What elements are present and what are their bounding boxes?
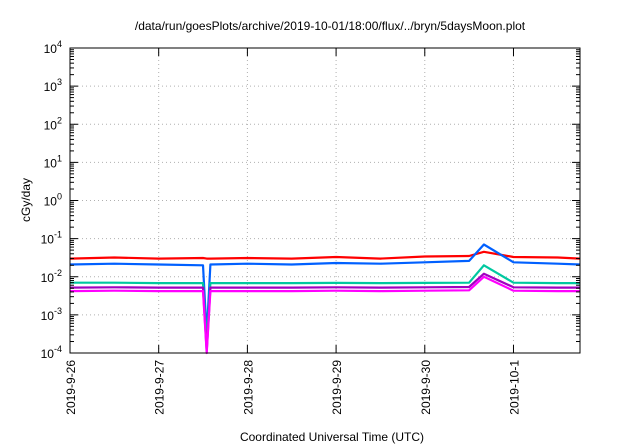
x-tick-label: 2019-9-29 <box>330 360 344 415</box>
y-tick-label: 101 <box>44 153 62 170</box>
y-tick-label: 102 <box>44 115 62 132</box>
series-line-4 <box>69 272 580 353</box>
x-tick-label: 2019-9-30 <box>419 360 433 415</box>
series-line-5 <box>69 275 580 355</box>
chart-title: /data/run/goesPlots/archive/2019-10-01/1… <box>135 19 526 33</box>
y-tick-label: 10-2 <box>41 268 62 285</box>
y-tick-label: 103 <box>44 77 62 94</box>
series-line-3 <box>70 264 580 343</box>
y-tick-label: 104 <box>44 39 62 56</box>
x-tick-label: 2019-9-28 <box>241 360 255 415</box>
y-axis-label: cGy/day <box>19 178 33 222</box>
x-ticks: 2019-9-26 2019-9-27 2019-9-28 2019-9-29 2019… <box>64 48 521 415</box>
series-line-2 <box>69 243 581 336</box>
y-tick-label: 100 <box>44 192 62 209</box>
series-layer <box>69 243 581 355</box>
x-tick-label: 2019-9-26 <box>64 360 78 415</box>
y-tick-label: 10-3 <box>41 306 62 323</box>
y-tick-label: 10-1 <box>41 230 62 247</box>
x-tick-label: 2019-9-27 <box>153 360 167 415</box>
y-ticks: 10-4 10-3 10-2 10-1 100 101 102 103 104 <box>41 39 580 361</box>
grid-lines <box>69 48 580 353</box>
x-tick-label: 2019-10-1 <box>507 360 521 415</box>
y-tick-label: 10-4 <box>41 344 62 361</box>
x-axis-label: Coordinated Universal Time (UTC) <box>240 430 424 444</box>
